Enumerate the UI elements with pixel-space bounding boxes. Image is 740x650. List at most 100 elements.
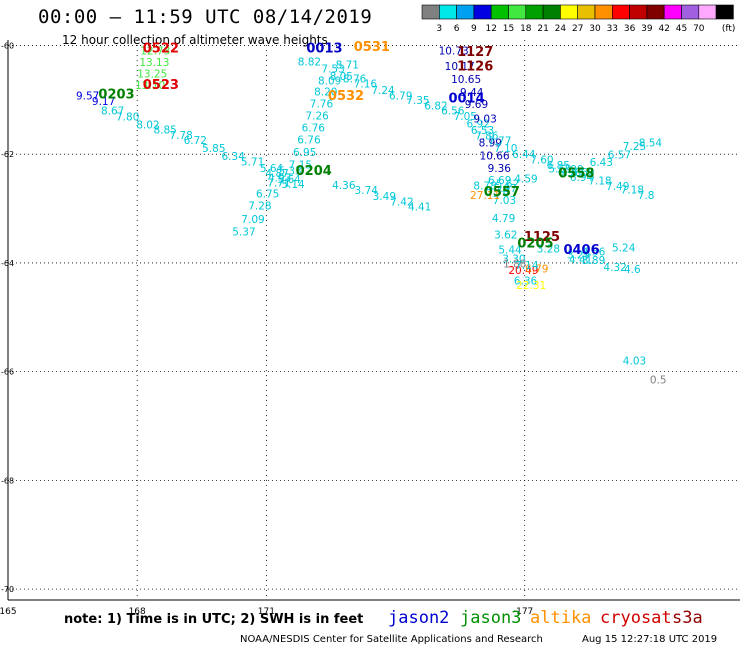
wave-height-value: 8.99 <box>479 138 502 150</box>
wave-height-value: 5.24 <box>612 242 636 254</box>
wave-height-value: 6.79 <box>389 90 412 102</box>
pass-time-label: 0013 <box>306 42 342 57</box>
wave-height-value: 6.43 <box>590 157 613 169</box>
wave-height-value: 6.72 <box>184 135 207 147</box>
legend-jason3: jason3 <box>460 608 522 628</box>
x-tick-label: 171 <box>258 607 275 617</box>
wave-height-value: 9.36 <box>488 163 512 175</box>
wave-height-value: 6.95 <box>293 147 316 159</box>
wave-height-value: 4.41 <box>569 254 592 266</box>
y-tick-label: -66 <box>1 368 14 377</box>
wave-height-value: 7.42 <box>390 196 413 208</box>
wave-height-value: 9.69 <box>465 99 488 111</box>
wave-height-value: 4.56 <box>582 246 606 258</box>
wave-height-value: 13.13 <box>139 57 169 69</box>
wave-height-value: 6.96 <box>558 167 582 179</box>
wave-height-value: 22.31 <box>516 280 546 292</box>
colorbar-tick-label: 18 <box>520 24 532 34</box>
wave-height-value: 7.60 <box>530 154 553 166</box>
wave-height-value: 13.25 <box>137 69 167 81</box>
wave-height-value: 20.49 <box>508 265 538 277</box>
colorbar-tick-label: 39 <box>641 24 653 34</box>
x-tick-label: 168 <box>129 607 146 617</box>
wave-height-value: 7.49 <box>606 181 629 193</box>
wave-height-value: 9.17 <box>92 96 115 108</box>
wave-height-value: 5.59 <box>548 164 571 176</box>
wave-height-value: 7.53 <box>321 64 344 76</box>
wave-height-value: 7.71 <box>267 177 290 189</box>
wave-height-value: 6.44 <box>512 149 536 161</box>
wave-height-value: 9.44 <box>460 87 484 99</box>
legend-s3a: s3a <box>672 608 703 628</box>
wave-height-value: 5.62 <box>496 178 519 190</box>
wave-height-value: 7.24 <box>371 85 395 97</box>
pass-time-label: 0523 <box>143 78 179 93</box>
colorbar-tick-label: 36 <box>624 24 636 34</box>
colorbar-tick-label: 70 <box>693 24 705 34</box>
y-tick-label: -64 <box>1 259 14 268</box>
wave-height-value: 6.56 <box>441 105 465 117</box>
wave-height-value: 7.28 <box>248 201 271 213</box>
wave-height-value: 8.20 <box>314 86 337 98</box>
wave-height-value: 6.69 <box>571 167 594 179</box>
pass-time-label: 0557 <box>484 185 520 200</box>
wave-height-value: 4.59 <box>514 173 537 185</box>
wave-height-value: 3.28 <box>537 244 560 256</box>
wave-height-value: 5.14 <box>281 179 305 191</box>
pass-time-label: 0522 <box>143 42 179 57</box>
wave-height-value: 27.11 <box>470 190 500 202</box>
y-tick-label: -62 <box>1 150 14 159</box>
wave-height-value: 4.32 <box>603 262 626 274</box>
wave-height-value: 10.65 <box>451 74 481 86</box>
colorbar-swatch <box>715 4 734 20</box>
wave-height-value: 7.35 <box>406 95 429 107</box>
x-tick-label: 165 <box>0 607 17 617</box>
wave-height-value: 5.85 <box>202 143 225 155</box>
wave-height-value: 6.85 <box>547 160 570 172</box>
wave-height-value: 12.73 <box>140 46 170 58</box>
colorbar-tick-label: 21 <box>537 24 548 34</box>
wave-height-value: 6.75 <box>256 189 279 201</box>
wave-height-value: 4.87 <box>265 168 288 180</box>
wave-height-value: 1.88 <box>503 258 526 270</box>
wave-height-value: 6.69 <box>488 175 511 187</box>
wave-height-value: 3.49 <box>373 191 396 203</box>
wave-height-value: 8.76 <box>343 73 367 85</box>
wave-height-value: 6.94 <box>570 172 594 184</box>
wave-height-value: 10.66 <box>480 151 510 163</box>
colorbar-tick-label: 12 <box>485 24 496 34</box>
wave-height-value: 7.16 <box>354 78 378 90</box>
wave-height-value: 8.85 <box>153 125 176 137</box>
pass-time-label: 1125 <box>524 230 560 245</box>
wave-height-value: 8.05 <box>330 71 353 83</box>
wave-height-value: 10.73 <box>439 46 469 58</box>
chart-subtitle: 12 hour collection of altimeter wave hei… <box>62 33 328 47</box>
pass-time-label: 1126 <box>457 59 493 74</box>
wave-height-value: 7.03 <box>493 195 516 207</box>
pass-time-label: 1127 <box>457 45 493 60</box>
y-tick-label: -70 <box>1 585 14 594</box>
wave-height-value: 8.09 <box>318 76 341 88</box>
wave-height-value: 0.5 <box>650 375 667 387</box>
pass-time-label: 0205 <box>517 237 553 252</box>
pass-time-label: 0014 <box>448 92 484 107</box>
wave-height-value: 3.89 <box>582 255 605 267</box>
wave-height-value: 8.78 <box>473 181 496 193</box>
footer-note: note: 1) Time is in UTC; 2) SWH is in fe… <box>64 612 364 627</box>
y-tick-label: -60 <box>1 41 14 50</box>
colorbar-unit: (ft) <box>722 24 736 34</box>
wave-height-value: 8.67 <box>101 105 124 117</box>
wave-height-value: 8.82 <box>298 57 321 69</box>
wave-height-value: 7.80 <box>116 111 139 123</box>
x-tick-label: 177 <box>516 607 533 617</box>
wave-height-value: 5.64 <box>260 163 284 175</box>
y-tick-label: -68 <box>1 476 14 485</box>
legend-altika: altika <box>530 608 592 628</box>
colorbar-tick-label: 42 <box>658 24 669 34</box>
wave-height-value: 4.79 <box>492 213 515 225</box>
wave-height-value: 7.10 <box>494 143 517 155</box>
colorbar-tick-label: 9 <box>471 24 477 34</box>
colorbar-tick-label: 45 <box>676 24 687 34</box>
wave-height-value: 7.26 <box>305 110 329 122</box>
